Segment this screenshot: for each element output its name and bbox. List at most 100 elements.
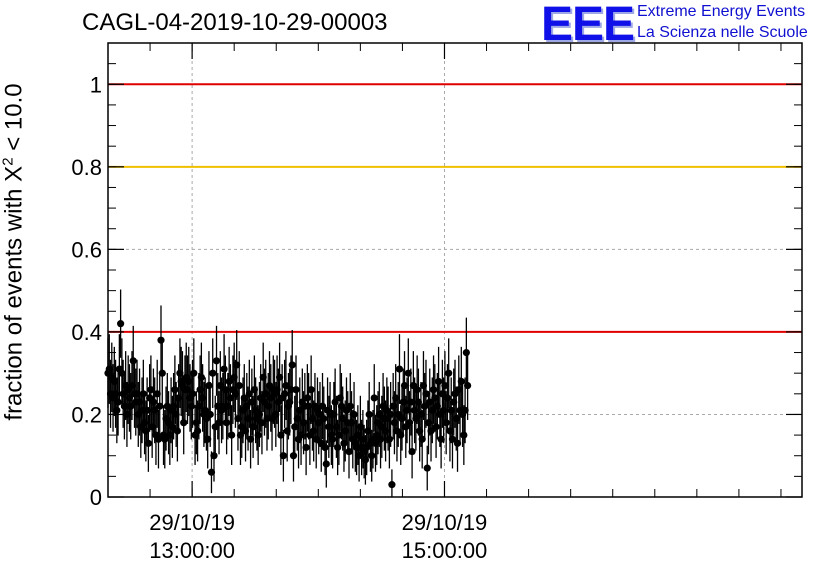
- data-point: [153, 390, 161, 398]
- data-point: [418, 435, 426, 443]
- data-point: [335, 431, 343, 439]
- chart-title: CAGL-04-2019-10-29-00003: [82, 9, 388, 36]
- data-point: [413, 386, 421, 394]
- data-point: [281, 390, 289, 398]
- data-point: [460, 431, 468, 439]
- data-point: [457, 377, 465, 386]
- data-point: [365, 410, 373, 419]
- data-point: [233, 361, 241, 369]
- data-point: [385, 435, 393, 443]
- data-point: [197, 373, 205, 381]
- data-point: [144, 439, 152, 447]
- data-point: [209, 369, 217, 377]
- data-point: [206, 410, 214, 419]
- data-point: [220, 365, 228, 373]
- tick-labels: 0 0.2 0.4 0.6 0.8 1 29/10/19 13:00:00 29/10/19 15…: [71, 72, 487, 563]
- data-point: [249, 423, 257, 431]
- data-points: [104, 289, 472, 497]
- data-point: [403, 406, 411, 414]
- data-point: [307, 386, 315, 394]
- logo-text-line2: La Scienza nelle Scuole: [637, 24, 808, 41]
- data-point: [193, 427, 202, 435]
- data-point: [114, 398, 122, 406]
- data-point: [282, 381, 290, 390]
- logo-text-line1: Extreme Energy Events: [637, 3, 806, 20]
- data-point: [228, 431, 236, 439]
- data-point: [464, 381, 472, 390]
- data-point: [215, 419, 223, 427]
- data-point: [434, 377, 443, 386]
- data-point: [395, 365, 404, 373]
- data-point: [320, 414, 328, 423]
- data-point: [204, 435, 212, 443]
- data-point: [210, 452, 218, 460]
- data-point: [277, 431, 285, 439]
- data-point: [432, 423, 440, 431]
- data-point: [422, 390, 430, 398]
- data-point: [387, 410, 395, 419]
- data-point: [461, 406, 469, 414]
- data-point: [289, 452, 298, 460]
- y-tick-label: 1: [90, 72, 102, 97]
- data-point: [143, 406, 151, 414]
- data-point: [423, 464, 431, 472]
- data-point: [404, 369, 412, 377]
- data-point: [302, 443, 310, 452]
- y-tick-label: 0.4: [71, 320, 102, 345]
- data-point: [276, 373, 284, 381]
- data-point: [288, 361, 296, 369]
- reference-lines: [108, 83, 802, 333]
- y-tick-label: 0.8: [71, 155, 102, 180]
- data-point: [190, 369, 198, 377]
- data-point: [408, 448, 416, 456]
- data-point: [441, 381, 449, 390]
- data-point: [180, 419, 188, 427]
- data-point: [329, 435, 337, 443]
- data-point: [117, 320, 125, 328]
- data-point: [245, 390, 253, 398]
- data-point: [388, 481, 396, 489]
- data-point: [212, 357, 221, 365]
- data-point: [392, 394, 400, 402]
- data-point: [368, 452, 376, 460]
- x-tick-label-date: 29/10/19: [149, 510, 235, 535]
- data-point: [207, 468, 216, 476]
- data-point: [350, 410, 358, 419]
- data-point: [453, 439, 462, 447]
- data-point: [157, 336, 165, 344]
- plot-frame: [107, 42, 803, 498]
- data-point: [235, 381, 243, 390]
- data-point: [346, 402, 354, 410]
- data-point: [129, 357, 137, 365]
- y-tick-label: 0: [90, 485, 102, 510]
- data-point: [147, 386, 155, 394]
- data-point: [188, 390, 197, 398]
- x-tick-label-time: 13:00:00: [149, 538, 235, 563]
- x-tick-label-time: 15:00:00: [402, 538, 488, 563]
- data-point: [226, 394, 234, 402]
- data-point: [156, 402, 164, 410]
- data-point: [158, 369, 166, 377]
- data-point: [407, 398, 415, 406]
- data-point: [291, 423, 299, 431]
- data-point: [292, 386, 300, 394]
- y-tick-label: 0.2: [71, 402, 102, 427]
- data-point: [442, 419, 450, 427]
- data-point: [345, 448, 353, 456]
- data-point: [462, 348, 470, 357]
- data-point: [171, 386, 179, 394]
- data-point: [246, 435, 255, 443]
- data-point: [321, 443, 329, 452]
- data-point: [254, 431, 262, 439]
- data-point: [139, 390, 147, 398]
- data-point: [258, 419, 266, 427]
- data-point: [448, 435, 457, 443]
- y-tick-label: 0.6: [71, 237, 102, 262]
- data-point: [303, 394, 311, 402]
- data-point: [113, 406, 121, 414]
- data-point: [445, 369, 453, 377]
- data-point: [400, 381, 409, 390]
- data-point: [334, 443, 342, 452]
- data-point: [322, 460, 330, 468]
